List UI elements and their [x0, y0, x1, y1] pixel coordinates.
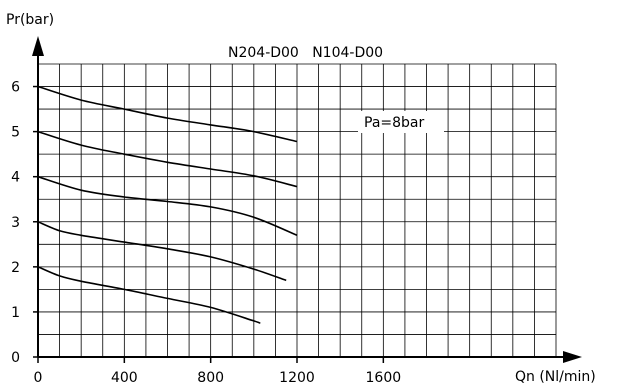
series-line-3	[37, 175, 298, 237]
series-line-2	[37, 130, 298, 188]
x-tick-label: 800	[197, 370, 224, 385]
grid	[38, 63, 557, 357]
x-tick-label: 0	[34, 370, 43, 385]
x-tick-label: 400	[111, 370, 138, 385]
y-tick-label: 6	[11, 80, 20, 96]
x-tick-label: 1200	[279, 370, 315, 385]
y-tick-label: 5	[11, 125, 20, 141]
y-tick-label: 2	[11, 260, 20, 276]
x-tick-label: 1600	[366, 370, 402, 385]
ticks: 0 400 800 1200 1600 0 1 2 3 4 5 6	[11, 80, 401, 385]
x-axis-label: Qn (Nl/min)	[515, 369, 596, 385]
series-line-5	[37, 266, 261, 324]
y-tick-label: 3	[11, 215, 20, 231]
series-line-1	[37, 85, 298, 143]
y-axis-arrow	[32, 36, 44, 56]
y-axis-label: Pr(bar)	[6, 12, 54, 28]
axes	[32, 36, 582, 363]
series-group	[37, 85, 298, 324]
annotation-box	[358, 111, 444, 133]
y-tick-label: 4	[11, 170, 20, 186]
chart-title: N204-D00 N104-D00	[228, 45, 383, 61]
series-line-4	[37, 221, 287, 282]
y-tick-label: 1	[11, 305, 20, 321]
y-tick-label: 0	[11, 350, 20, 366]
x-axis-arrow	[563, 351, 582, 363]
pressure-annotation: Pa=8bar	[364, 115, 424, 131]
